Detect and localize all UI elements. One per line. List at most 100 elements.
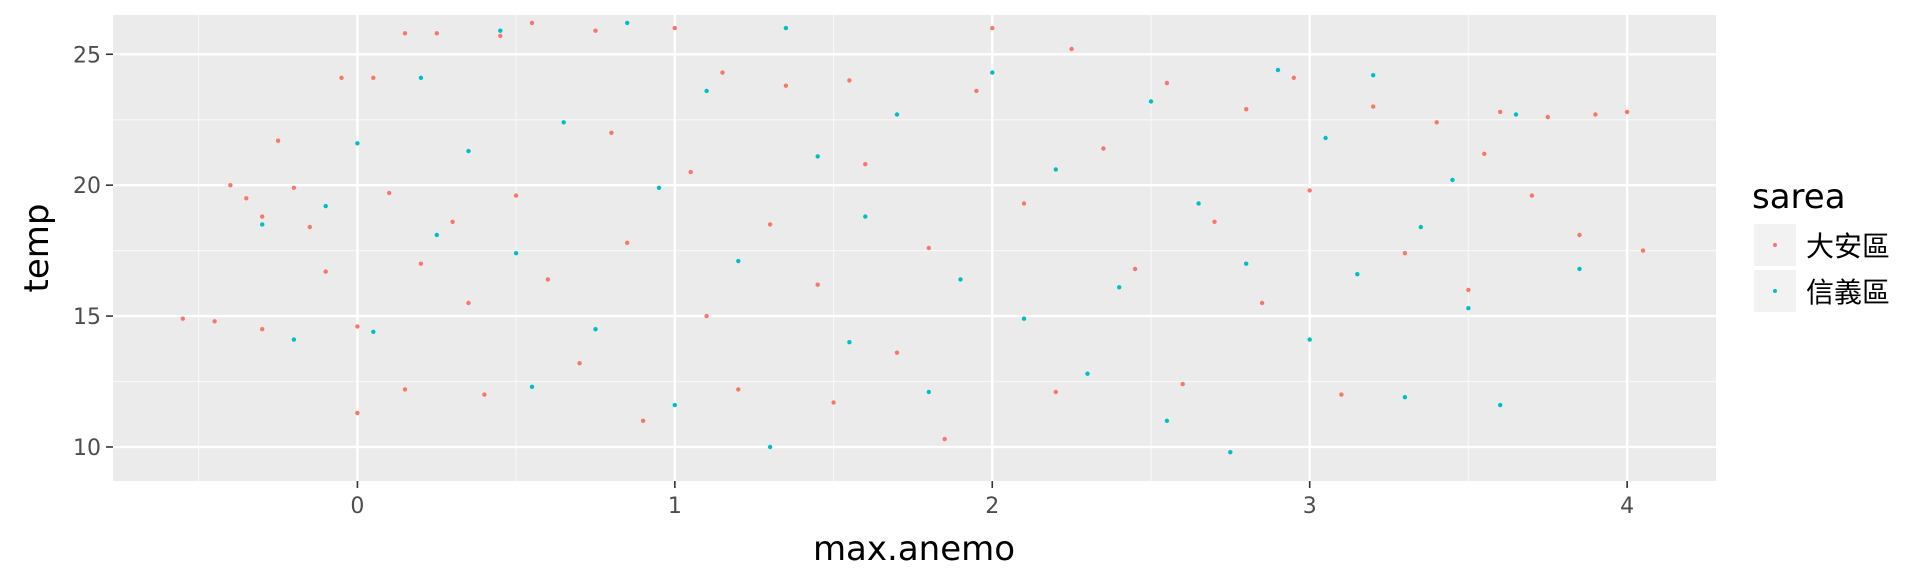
data-point-series-1	[1339, 392, 1344, 397]
data-point-series-2	[1244, 261, 1249, 266]
data-point-series-2	[513, 251, 519, 256]
data-point-series-1	[545, 277, 551, 282]
data-point-series-1	[1212, 219, 1217, 224]
data-points	[180, 20, 1646, 455]
data-point-series-2	[783, 25, 789, 31]
data-point-series-1	[260, 214, 265, 219]
data-point-series-2	[847, 340, 852, 345]
data-point-series-2	[815, 154, 820, 159]
y-tick-label: 15	[73, 305, 101, 330]
data-point-series-1	[1021, 201, 1027, 206]
data-point-series-1	[1053, 389, 1059, 395]
data-point-series-2	[736, 258, 741, 264]
data-point-series-1	[418, 261, 424, 266]
data-point-series-1	[482, 392, 487, 397]
data-point-series-2	[418, 75, 424, 81]
data-point-series-1	[260, 327, 265, 332]
data-point-series-1	[1101, 146, 1106, 151]
data-point-series-2	[990, 70, 995, 75]
data-point-series-2	[1117, 285, 1122, 290]
data-point-series-1	[1482, 151, 1487, 156]
data-point-series-1	[688, 169, 693, 175]
x-tick-label: 4	[1620, 494, 1634, 519]
data-point-series-2	[767, 444, 773, 450]
data-point-series-2	[1402, 395, 1408, 400]
data-point-series-1	[402, 31, 408, 36]
data-point-series-1	[672, 25, 677, 31]
data-point-series-1	[434, 31, 439, 36]
y-axis-ticks: 10 15 20 25	[73, 43, 113, 461]
data-point-series-2	[1577, 266, 1582, 272]
data-point-series-1	[625, 240, 630, 245]
data-point-series-1	[529, 20, 535, 26]
data-point-series-2	[593, 327, 598, 332]
data-point-series-2	[1307, 337, 1312, 342]
data-point-series-2	[625, 20, 630, 26]
data-point-series-2	[1053, 167, 1059, 172]
data-point-series-1	[974, 88, 979, 94]
data-point-series-2	[1371, 73, 1376, 78]
data-point-series-2	[1148, 99, 1154, 104]
data-point-series-1	[577, 361, 582, 366]
data-point-series-1	[1402, 251, 1408, 256]
data-point-series-1	[1545, 114, 1551, 120]
data-point-series-2	[260, 222, 265, 227]
y-tick-label: 10	[73, 436, 101, 461]
data-point-series-1	[228, 183, 233, 188]
data-point-series-2	[466, 148, 471, 154]
data-point-series-1	[466, 300, 471, 306]
x-tick-label: 2	[985, 494, 999, 519]
data-point-series-1	[275, 138, 281, 143]
legend-label-1: 大安區	[1806, 230, 1890, 263]
data-point-series-1	[720, 70, 725, 75]
data-point-series-1	[339, 75, 344, 81]
data-point-series-2	[1085, 371, 1090, 376]
legend: sarea 大安區 信義區	[1752, 177, 1890, 312]
data-point-series-1	[180, 316, 185, 321]
data-point-series-1	[1593, 112, 1598, 117]
data-point-series-1	[291, 185, 297, 190]
data-point-series-1	[990, 25, 995, 31]
data-point-series-1	[942, 436, 947, 442]
data-point-series-2	[1498, 402, 1503, 408]
legend-key-marker-1	[1773, 243, 1777, 247]
data-point-series-2	[894, 112, 900, 117]
minor-gridlines	[113, 15, 1716, 481]
x-tick-label: 1	[668, 494, 682, 519]
data-point-series-1	[387, 190, 392, 196]
data-point-series-1	[212, 319, 217, 324]
data-point-series-1	[244, 196, 249, 201]
y-tick-label: 20	[73, 174, 101, 199]
data-point-series-2	[1228, 450, 1233, 455]
data-point-series-2	[1323, 135, 1328, 141]
data-point-series-1	[355, 410, 360, 416]
data-point-series-1	[926, 245, 931, 251]
data-point-series-1	[450, 219, 455, 224]
data-point-series-2	[498, 28, 503, 33]
data-point-series-2	[1164, 418, 1170, 423]
data-point-series-2	[529, 384, 535, 389]
y-axis-title: temp	[17, 204, 57, 293]
data-point-series-2	[1021, 316, 1027, 321]
data-point-series-1	[609, 130, 614, 135]
data-point-series-1	[815, 282, 820, 287]
data-point-series-2	[863, 214, 868, 219]
data-point-series-1	[736, 387, 741, 392]
data-point-series-1	[1307, 188, 1312, 193]
data-point-series-2	[1466, 306, 1471, 311]
data-point-series-1	[1069, 46, 1074, 52]
data-point-series-1	[1164, 80, 1170, 86]
data-point-series-2	[434, 232, 439, 238]
data-point-series-1	[1244, 107, 1249, 112]
data-point-series-1	[323, 269, 328, 274]
data-point-series-2	[291, 337, 297, 342]
data-point-series-1	[1259, 300, 1265, 306]
data-point-series-2	[371, 329, 376, 334]
data-point-series-1	[498, 33, 503, 39]
data-point-series-1	[767, 222, 773, 227]
data-point-series-1	[1640, 248, 1646, 253]
legend-label-2: 信義區	[1806, 276, 1890, 309]
data-point-series-1	[371, 75, 376, 81]
data-point-series-2	[656, 185, 662, 190]
